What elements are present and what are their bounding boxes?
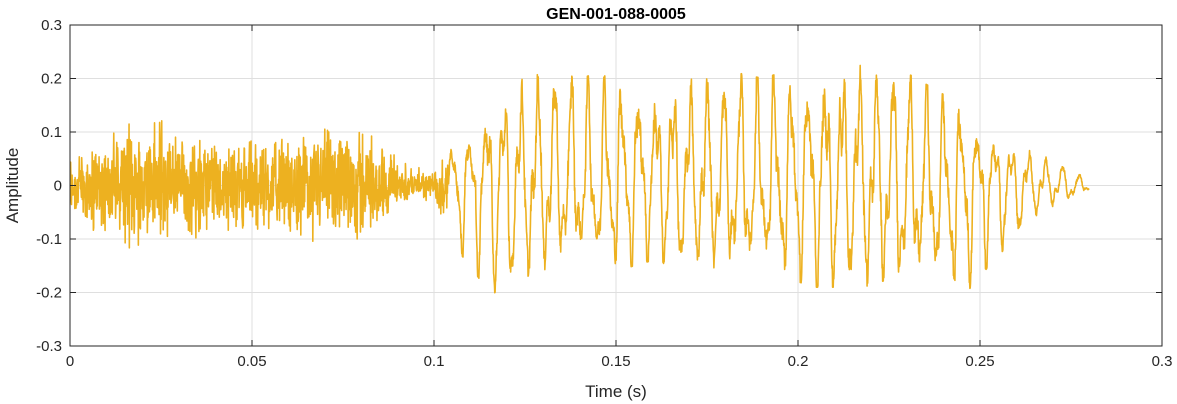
- y-tick-label: 0.3: [41, 17, 62, 34]
- signal-layer: [70, 64, 1090, 294]
- x-tick-label: 0.25: [965, 353, 994, 370]
- x-tick-label: 0.05: [237, 353, 266, 370]
- y-tick-label: -0.3: [36, 338, 62, 355]
- x-tick-label: 0: [66, 353, 74, 370]
- ticks: [69, 24, 1163, 347]
- y-tick-label: -0.2: [36, 285, 62, 302]
- y-tick-label: -0.1: [36, 231, 62, 248]
- y-tick-label: 0.2: [41, 71, 62, 88]
- y-tick-labels: -0.3 -0.2 -0.1 0 0.1 0.2 0.3: [36, 17, 62, 355]
- chart-title: GEN-001-088-0005: [546, 6, 686, 23]
- x-tick-labels: 0 0.05 0.1 0.15 0.2 0.25 0.3: [66, 353, 1173, 370]
- x-tick-label: 0.1: [424, 353, 445, 370]
- waveform-series-line: [70, 64, 1090, 294]
- y-tick-label: 0.1: [41, 124, 62, 141]
- x-axis-label: Time (s): [585, 382, 647, 401]
- y-axis-label: Amplitude: [3, 148, 22, 224]
- x-tick-label: 0.15: [601, 353, 630, 370]
- y-tick-label: 0: [54, 178, 62, 195]
- x-tick-label: 0.2: [788, 353, 809, 370]
- x-tick-label: 0.3: [1152, 353, 1173, 370]
